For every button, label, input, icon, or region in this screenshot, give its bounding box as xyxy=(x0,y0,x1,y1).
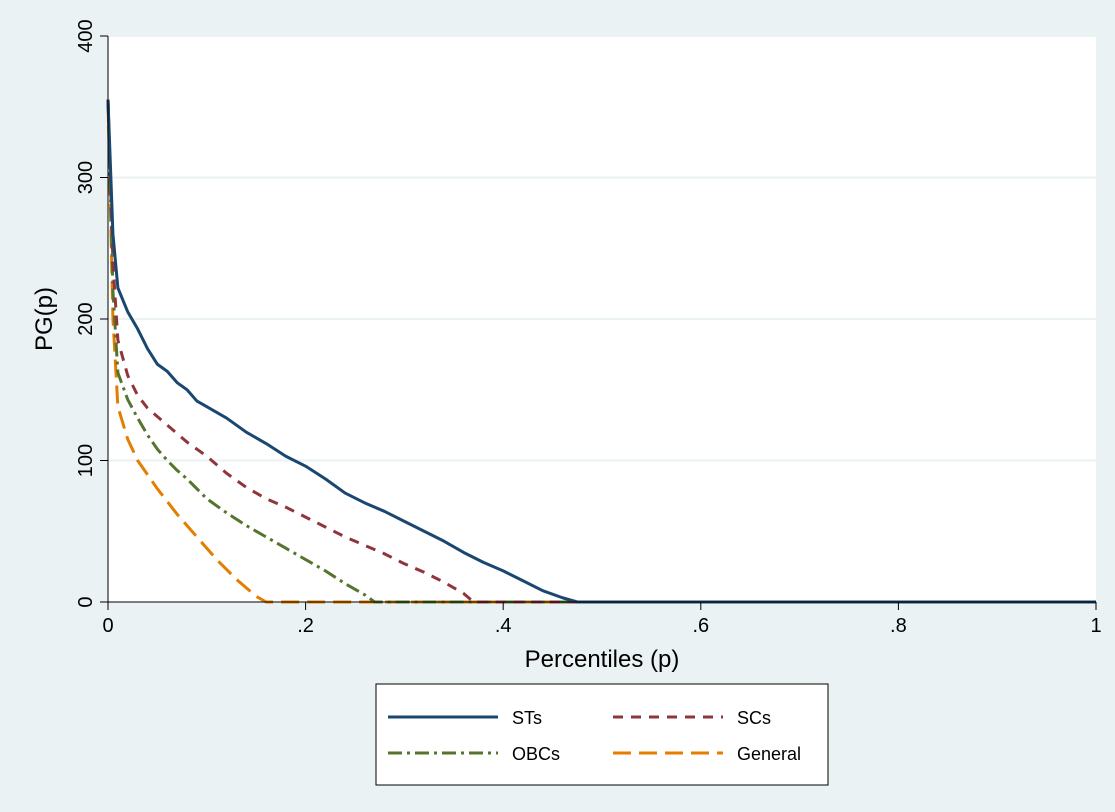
legend-label-scs: SCs xyxy=(737,708,771,728)
x-tick-label-0: 0 xyxy=(102,615,113,637)
y-tick-label-0: 0 xyxy=(75,596,97,607)
legend-label-obcs: OBCs xyxy=(512,744,560,764)
y-tick-label-4: 400 xyxy=(75,19,97,52)
x-tick-label-1: .2 xyxy=(297,615,314,637)
x-tick-label-4: .8 xyxy=(890,615,907,637)
legend-items: STs SCs OBCs General xyxy=(388,708,801,764)
y-tick-label-3: 300 xyxy=(75,161,97,194)
x-axis-ticks: 0 .2 .4 .6 .8 1 xyxy=(102,602,1102,637)
legend-label-sts: STs xyxy=(512,708,542,728)
y-axis-ticks: 0 100 200 300 400 xyxy=(75,19,108,608)
series-line-scs xyxy=(106,99,1096,604)
legend-box xyxy=(375,683,829,786)
x-axis-title: Percentiles (p) xyxy=(525,646,680,673)
y-tick-label-2: 200 xyxy=(75,302,97,335)
legend-label-general: General xyxy=(737,744,801,764)
x-tick-label-3: .6 xyxy=(692,615,709,637)
legend: STs SCs OBCs General xyxy=(375,683,829,786)
y-tick-label-1: 100 xyxy=(75,444,97,477)
gridlines xyxy=(108,35,1096,462)
y-axis-title: PG(p) xyxy=(31,287,58,351)
x-tick-label-2: .4 xyxy=(495,615,512,637)
x-tick-label-5: 1 xyxy=(1090,615,1101,637)
